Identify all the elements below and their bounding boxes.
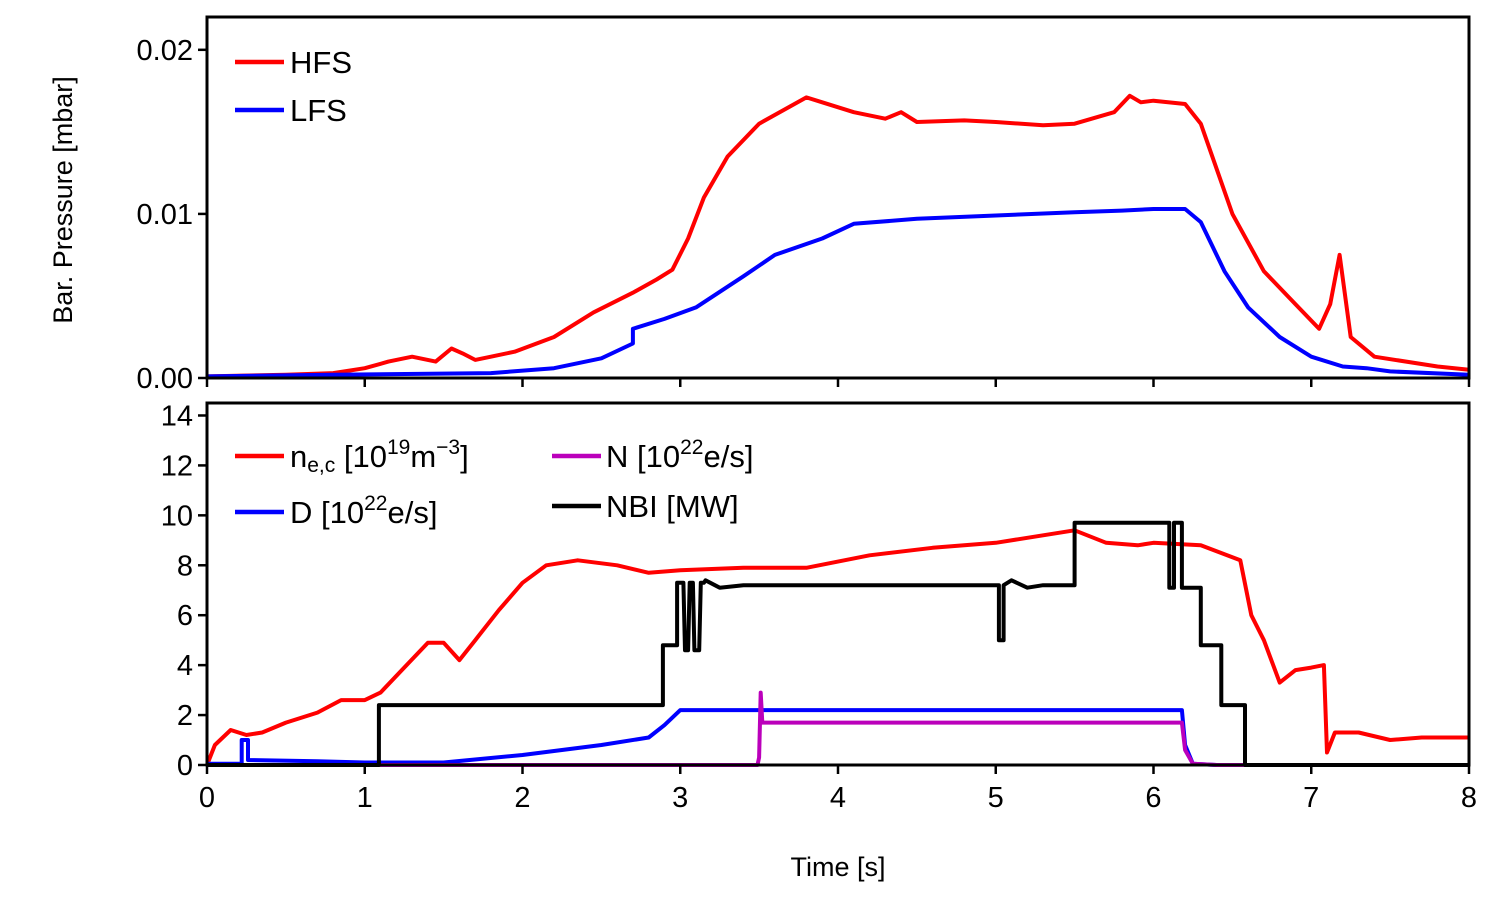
plasma-series-line-0	[205, 528, 1469, 766]
pressure-y-axis-title: Bar. Pressure [mbar]	[48, 76, 78, 324]
pressure-ytick-label: 0.02	[137, 35, 193, 67]
plasma-series-line-2	[207, 690, 1469, 767]
pressure-series-line-0	[206, 93, 1470, 379]
pressure-legend: HFS LFS	[235, 45, 352, 128]
plasma-xtick-label: 3	[672, 782, 688, 814]
plasma-xtick-label: 2	[514, 782, 530, 814]
plasma-series-group	[205, 520, 1469, 767]
legend-label-deuterium: D [1022e/s]	[290, 492, 437, 530]
pressure-series-group	[206, 93, 1470, 379]
pressure-panel: 0.00 0.01 0.02 Bar. Pressure [mbar] HFS LF…	[48, 15, 1471, 395]
plasma-series-line-3	[207, 520, 1469, 767]
plasma-ytick-label: 8	[177, 550, 193, 582]
plasma-ytick-label: 2	[177, 700, 193, 732]
pressure-ytick-label: 0.01	[137, 199, 193, 231]
plasma-ytick-label: 10	[161, 500, 193, 532]
legend-label-lfs: LFS	[290, 93, 347, 128]
plasma-xtick-label: 8	[1461, 782, 1477, 814]
plasma-series-line-1	[207, 708, 1469, 767]
plasma-ytick-label: 6	[177, 600, 193, 632]
plasma-xtick-label: 4	[830, 782, 846, 814]
pressure-plot-frame	[205, 15, 1471, 380]
plasma-legend: ne,c [1019m−3] D [1022e/s] N [1022e/s] N…	[235, 436, 753, 530]
legend-label-nitrogen: N [1022e/s]	[606, 436, 753, 474]
pressure-series-line-1	[206, 207, 1470, 379]
plasma-xtick-label: 5	[988, 782, 1004, 814]
plasma-ytick-label: 4	[177, 650, 193, 682]
x-axis-title: Time [s]	[790, 852, 885, 882]
plasma-xtick-label: 7	[1303, 782, 1319, 814]
pressure-ticks: 0.00 0.01 0.02	[137, 35, 1471, 395]
legend-label-density: ne,c [1019m−3]	[290, 436, 469, 477]
plasma-ytick-label: 0	[177, 750, 193, 782]
plasma-xtick-label: 1	[357, 782, 373, 814]
legend-label-hfs: HFS	[290, 45, 352, 80]
plasma-xtick-label: 0	[199, 782, 215, 814]
plasma-xtick-label: 6	[1145, 782, 1161, 814]
legend-label-nbi: NBI [MW]	[606, 489, 739, 524]
pressure-ytick-label: 0.00	[137, 363, 193, 395]
plasma-ytick-label: 14	[161, 400, 193, 432]
plasma-ytick-label: 12	[161, 450, 193, 482]
